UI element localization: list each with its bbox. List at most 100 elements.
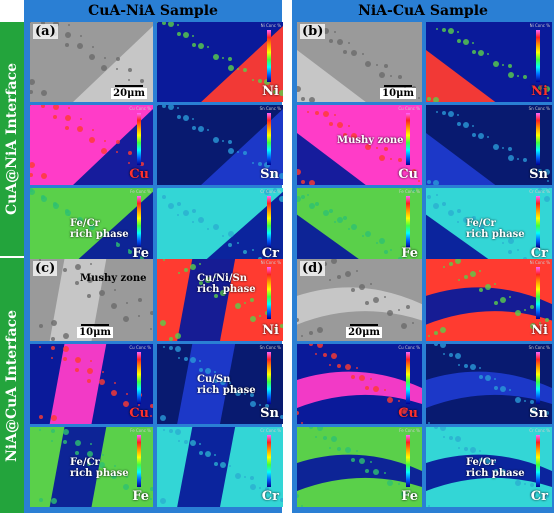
row-label-top: CuA@NiA Interface [0, 22, 24, 256]
map-legend-title: Cr Conc % [529, 189, 550, 194]
map-legend-title: Fe Conc % [399, 428, 420, 433]
row-label-top-text: CuA@NiA Interface [4, 62, 20, 216]
element-label: Sn [260, 406, 279, 421]
phase-annotation: Cu/Sn rich phase [197, 374, 256, 396]
map-legend-title: Sn Conc % [259, 345, 281, 350]
color-scale-bar [267, 30, 271, 82]
element-label: Cr [530, 489, 548, 504]
element-label: Cu [398, 167, 418, 182]
map-legend-title: Cu Conc % [129, 106, 151, 111]
color-scale-bar [536, 196, 540, 248]
column-title-left: CuA-NiA Sample [88, 3, 218, 19]
phase-annotation: Fe/Cr rich phase [466, 218, 525, 240]
map-legend-title: Cr Conc % [260, 428, 281, 433]
map-legend-title: Ni Conc % [260, 23, 281, 28]
scale-bar: 20μm [346, 324, 382, 338]
color-scale-bar [137, 113, 141, 165]
color-scale-bar [267, 196, 271, 248]
element-label: Sn [260, 167, 279, 182]
map-legend-title: Cr Conc % [529, 428, 550, 433]
map-panel-ni: Ni Conc % Ni [426, 259, 552, 341]
map-panel-sem: (a) 20μm [30, 22, 153, 102]
map-panel-sn: Sn Conc % Sn [426, 105, 552, 185]
phase-annotation: Cu/Ni/Sn rich phase [197, 273, 256, 295]
color-scale-bar [406, 435, 410, 487]
scale-bar: 10μm [77, 324, 113, 338]
map-panel-fe: Fe Conc % Fe [297, 427, 422, 507]
map-panel-cr: Cr Conc % Cr Fe/Cr rich phase [426, 427, 552, 507]
row-label-bottom-text: NiA@CuA Interface [4, 309, 20, 462]
color-scale-bar [536, 267, 540, 319]
map-panel-fe: Fe Conc % Fe [297, 188, 422, 264]
panel-tag: (c) [33, 261, 58, 276]
map-legend-title: Fe Conc % [130, 428, 151, 433]
color-scale-bar [137, 435, 141, 487]
map-legend-title: Sn Conc % [259, 106, 281, 111]
scale-bar: 10μm [380, 85, 416, 99]
map-legend-title: Cu Conc % [129, 345, 151, 350]
map-legend-title: Ni Conc % [529, 260, 550, 265]
map-legend-title: Fe Conc % [130, 189, 151, 194]
color-scale-bar [536, 352, 540, 404]
color-scale-bar [137, 352, 141, 404]
map-legend-title: Sn Conc % [528, 106, 550, 111]
element-label: Ni [531, 323, 548, 338]
element-label: Fe [132, 246, 149, 261]
map-panel-sn: Sn Conc % Sn Cu/Sn rich phase [157, 344, 283, 424]
phase-annotation: Mushy zone [80, 273, 147, 284]
color-scale-bar [406, 113, 410, 165]
map-panel-ni: Ni Conc % Ni [157, 22, 283, 102]
color-scale-bar [137, 196, 141, 248]
map-legend-title: Ni Conc % [529, 23, 550, 28]
panel-tag: (b) [300, 24, 326, 39]
scale-bar: 20μm [111, 85, 147, 99]
row-label-bottom: NiA@CuA Interface [0, 258, 24, 513]
phase-annotation: Fe/Cr rich phase [70, 457, 129, 479]
map-legend-title: Cr Conc % [260, 189, 281, 194]
map-panel-sn: Sn Conc % Sn [426, 344, 552, 424]
map-legend-title: Fe Conc % [399, 189, 420, 194]
map-panel-sn: Sn Conc % Sn [157, 105, 283, 185]
panel-tag: (a) [33, 24, 58, 39]
map-panel-sem: (d) 20μm [297, 259, 422, 341]
element-label: Cu [129, 167, 149, 182]
scale-bar-label: 20μm [348, 327, 380, 338]
color-scale-bar [406, 352, 410, 404]
map-panel-cu: Cu Conc % Cu [30, 344, 153, 424]
element-label: Cu [398, 406, 418, 421]
element-label: Fe [401, 246, 418, 261]
phase-annotation: Mushy zone [337, 135, 404, 146]
element-label: Sn [529, 167, 548, 182]
element-label: Fe [401, 489, 418, 504]
map-panel-cr: Cr Conc % Cr Fe/Cr rich phase [426, 188, 552, 264]
color-scale-bar [267, 113, 271, 165]
map-panel-ni: Ni Conc % Ni [426, 22, 552, 102]
element-label: Ni [531, 84, 548, 99]
map-panel-sem: (c) 10μm Mushy zone [30, 259, 153, 341]
color-scale-bar [267, 435, 271, 487]
map-panel-cr: Cr Conc % Cr [157, 427, 283, 507]
element-label: Ni [262, 323, 279, 338]
element-label: Cr [261, 489, 279, 504]
scale-bar-label: 10μm [79, 327, 111, 338]
map-legend-title: Ni Conc % [260, 260, 281, 265]
map-panel-fe: Fe Conc % Fe Fe/Cr rich phase [30, 427, 153, 507]
map-panel-sem: (b) 10μm [297, 22, 422, 102]
map-panel-ni: Ni Conc % Ni Cu/Ni/Sn rich phase [157, 259, 283, 341]
color-scale-bar [536, 435, 540, 487]
element-label: Cr [530, 246, 548, 261]
map-panel-fe: Fe Conc % Fe Fe/Cr rich phase [30, 188, 153, 264]
scale-bar-label: 20μm [113, 88, 145, 99]
element-label: Fe [132, 489, 149, 504]
map-legend-title: Cu Conc % [398, 345, 420, 350]
element-label: Cr [261, 246, 279, 261]
color-scale-bar [536, 113, 540, 165]
color-scale-bar [406, 196, 410, 248]
map-legend-title: Sn Conc % [528, 345, 550, 350]
scale-bar-label: 10μm [382, 88, 414, 99]
color-scale-bar [267, 267, 271, 319]
element-label: Cu [129, 406, 149, 421]
element-label: Ni [262, 84, 279, 99]
panel-tag: (d) [300, 261, 326, 276]
map-panel-cu: Cu Conc % Cu [30, 105, 153, 185]
